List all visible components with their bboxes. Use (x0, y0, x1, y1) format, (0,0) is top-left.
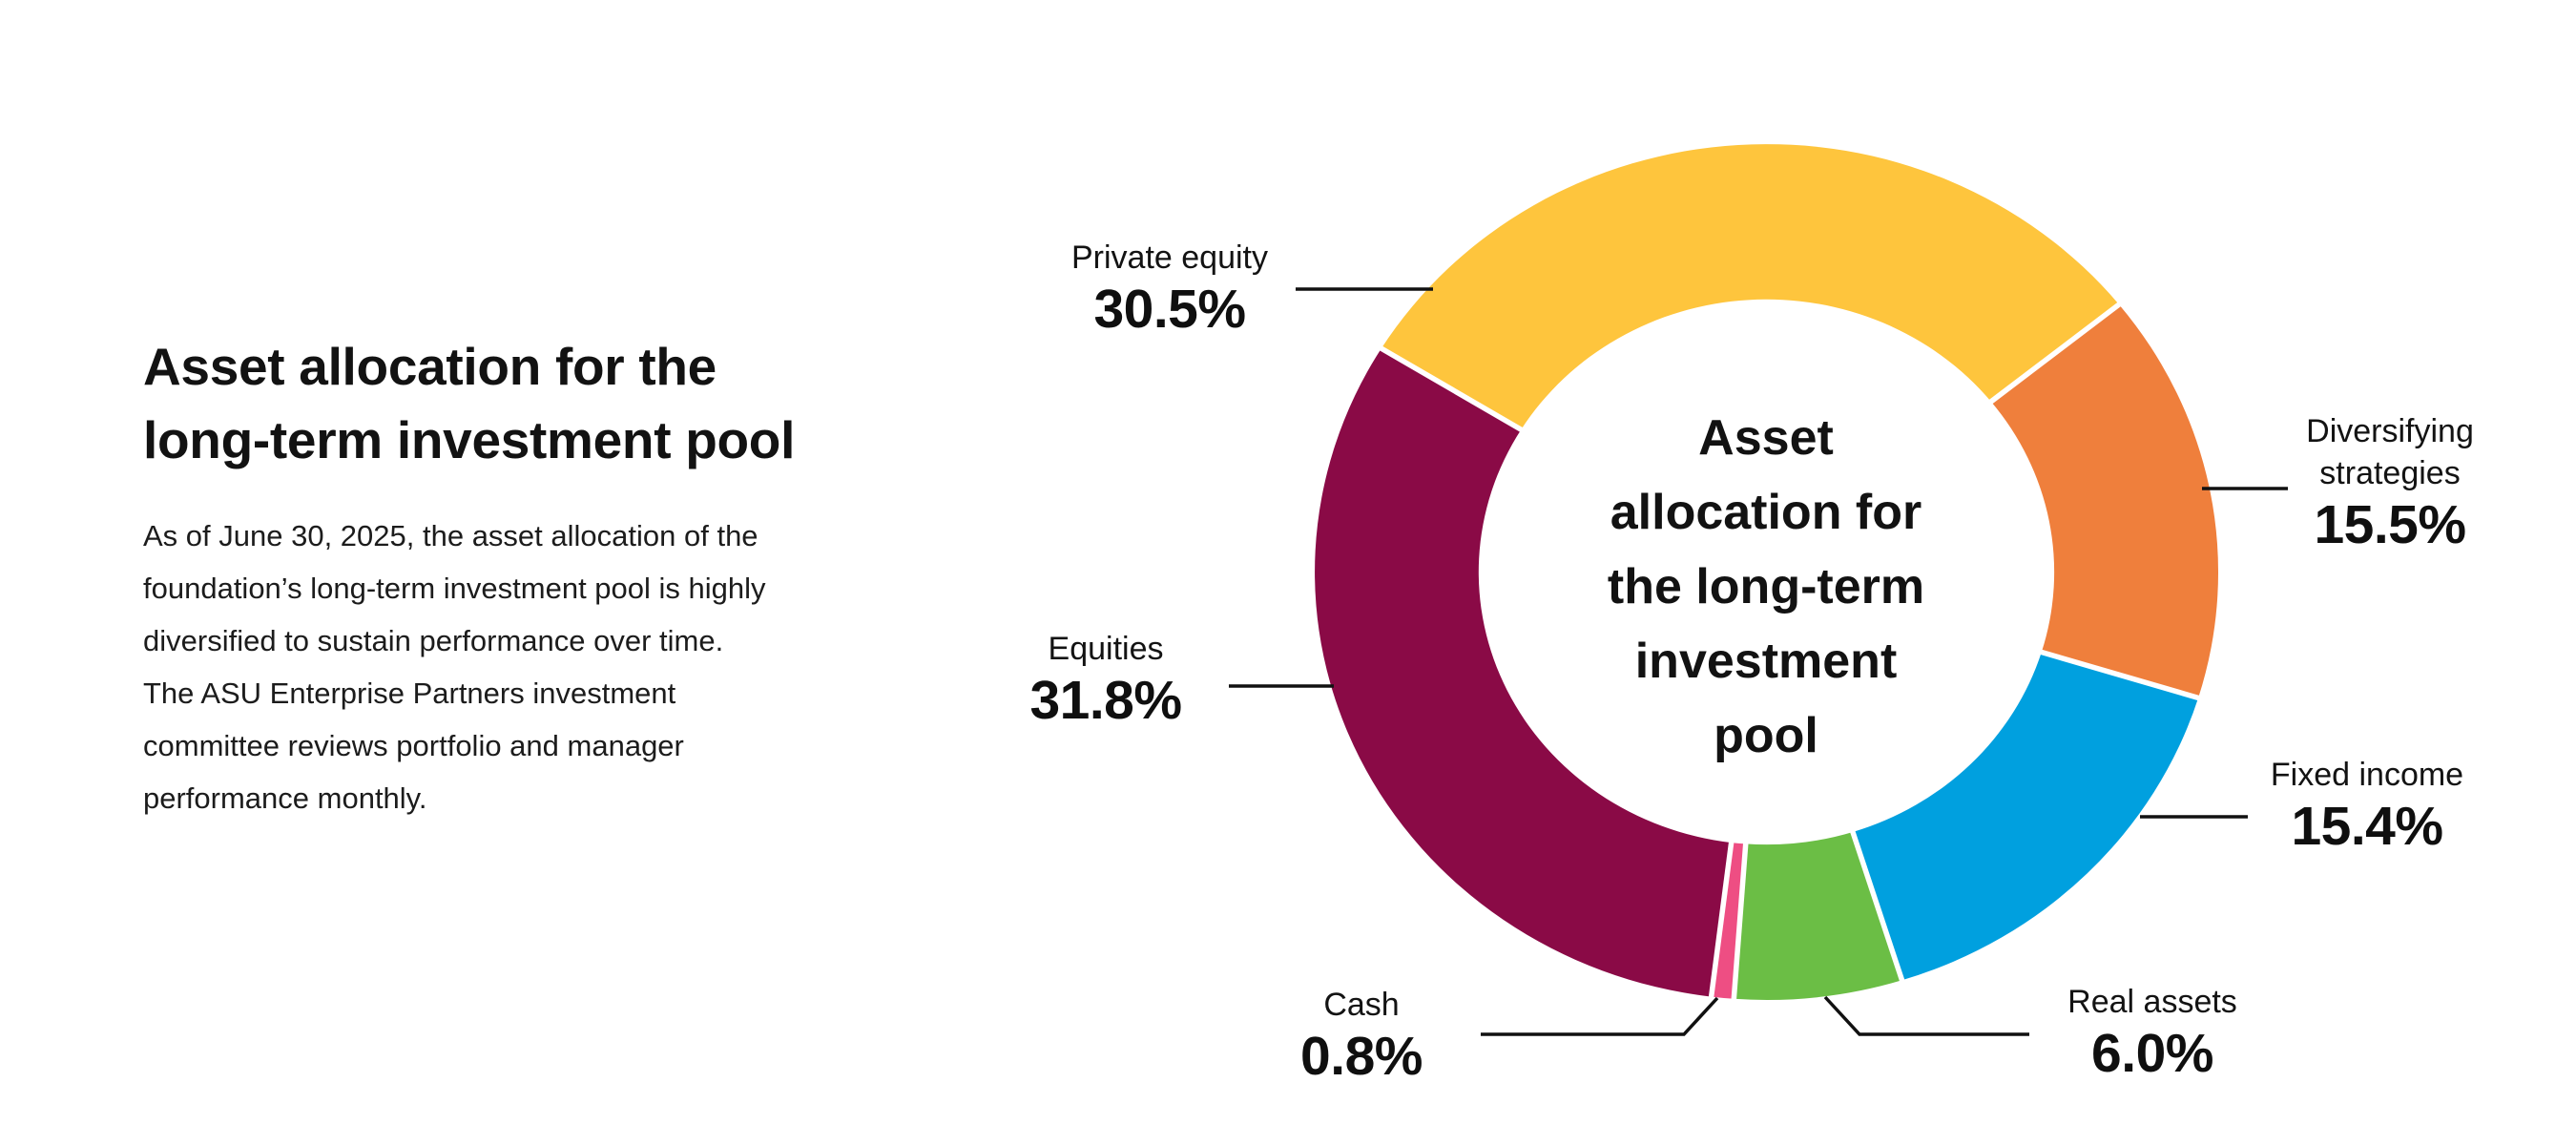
donut-center-title-line: investment (1634, 634, 1898, 689)
callout-leader-line (1823, 995, 2029, 1036)
segment-gap (1707, 826, 1736, 1010)
segment-label: Fixed income (2270, 757, 2464, 793)
page-title-line: Asset allocation for the (143, 337, 717, 396)
callout-cash: Cash 0.8% (1161, 984, 1562, 1087)
segment-value: 30.5% (1093, 279, 1246, 340)
callout-diversifying-strategies: Diversifying strategies 15.5% (2190, 410, 2576, 555)
donut-center-title-line: the long-term (1607, 559, 1925, 614)
page-title-line: long-term investment pool (143, 410, 796, 469)
callout-real-assets: Real assets 6.0% (1952, 981, 2353, 1084)
segment-gap (1730, 827, 1750, 1012)
intro-line: The ASU Enterprise Partners investment (143, 677, 676, 710)
segment-value: 31.8% (1029, 670, 1182, 731)
intro-line: foundation’s long-term investment pool i… (143, 572, 766, 605)
donut-center-title: Asset allocation for the long-term inves… (1480, 401, 2052, 773)
intro-paragraph: As of June 30, 2025, the asset allocatio… (143, 510, 766, 824)
donut-center-title-line: allocation for (1610, 485, 1922, 540)
segment-label: Equities (1048, 631, 1164, 667)
donut-center-title-line: pool (1714, 708, 1818, 763)
intro-line: diversified to sustain performance over … (143, 624, 724, 657)
segment-label: Real assets (2067, 984, 2237, 1020)
intro-line: performance monthly. (143, 781, 427, 815)
segment-value: 6.0% (2091, 1023, 2213, 1084)
segment-value: 15.4% (2291, 796, 2443, 857)
intro-line: As of June 30, 2025, the asset allocatio… (143, 519, 758, 552)
callout-equities: Equities 31.8% (905, 628, 1306, 731)
donut-segment-equities (1315, 348, 1732, 997)
segment-value: 0.8% (1300, 1026, 1423, 1087)
segment-gap (1976, 294, 2131, 414)
segment-gap (1845, 816, 1909, 994)
callout-leader-line (1481, 996, 1719, 1036)
segment-gap (2025, 644, 2212, 704)
segment-gap (1368, 339, 1537, 441)
donut-segment-cash (1711, 843, 1746, 999)
donut-segment-diversifying (1990, 304, 2219, 698)
callout-fixed-income: Fixed income 15.4% (2167, 754, 2567, 857)
segment-label: Cash (1323, 987, 1400, 1023)
callout-private-equity: Private equity 30.5% (969, 237, 1370, 340)
donut-segment-real-assets (1734, 832, 1902, 1000)
segment-label: Diversifying (2306, 413, 2474, 449)
segment-label: Private equity (1071, 239, 1268, 276)
donut-segment-fixed-income (1853, 652, 2199, 981)
donut-center-title-line: Asset (1698, 410, 1834, 466)
segment-label: strategies (2319, 455, 2461, 491)
intro-line: committee reviews portfolio and manager (143, 729, 684, 762)
donut-segment-private-equity (1381, 144, 2119, 430)
page-title: Asset allocation for the long-term inves… (143, 330, 795, 477)
segment-value: 15.5% (2314, 494, 2466, 555)
